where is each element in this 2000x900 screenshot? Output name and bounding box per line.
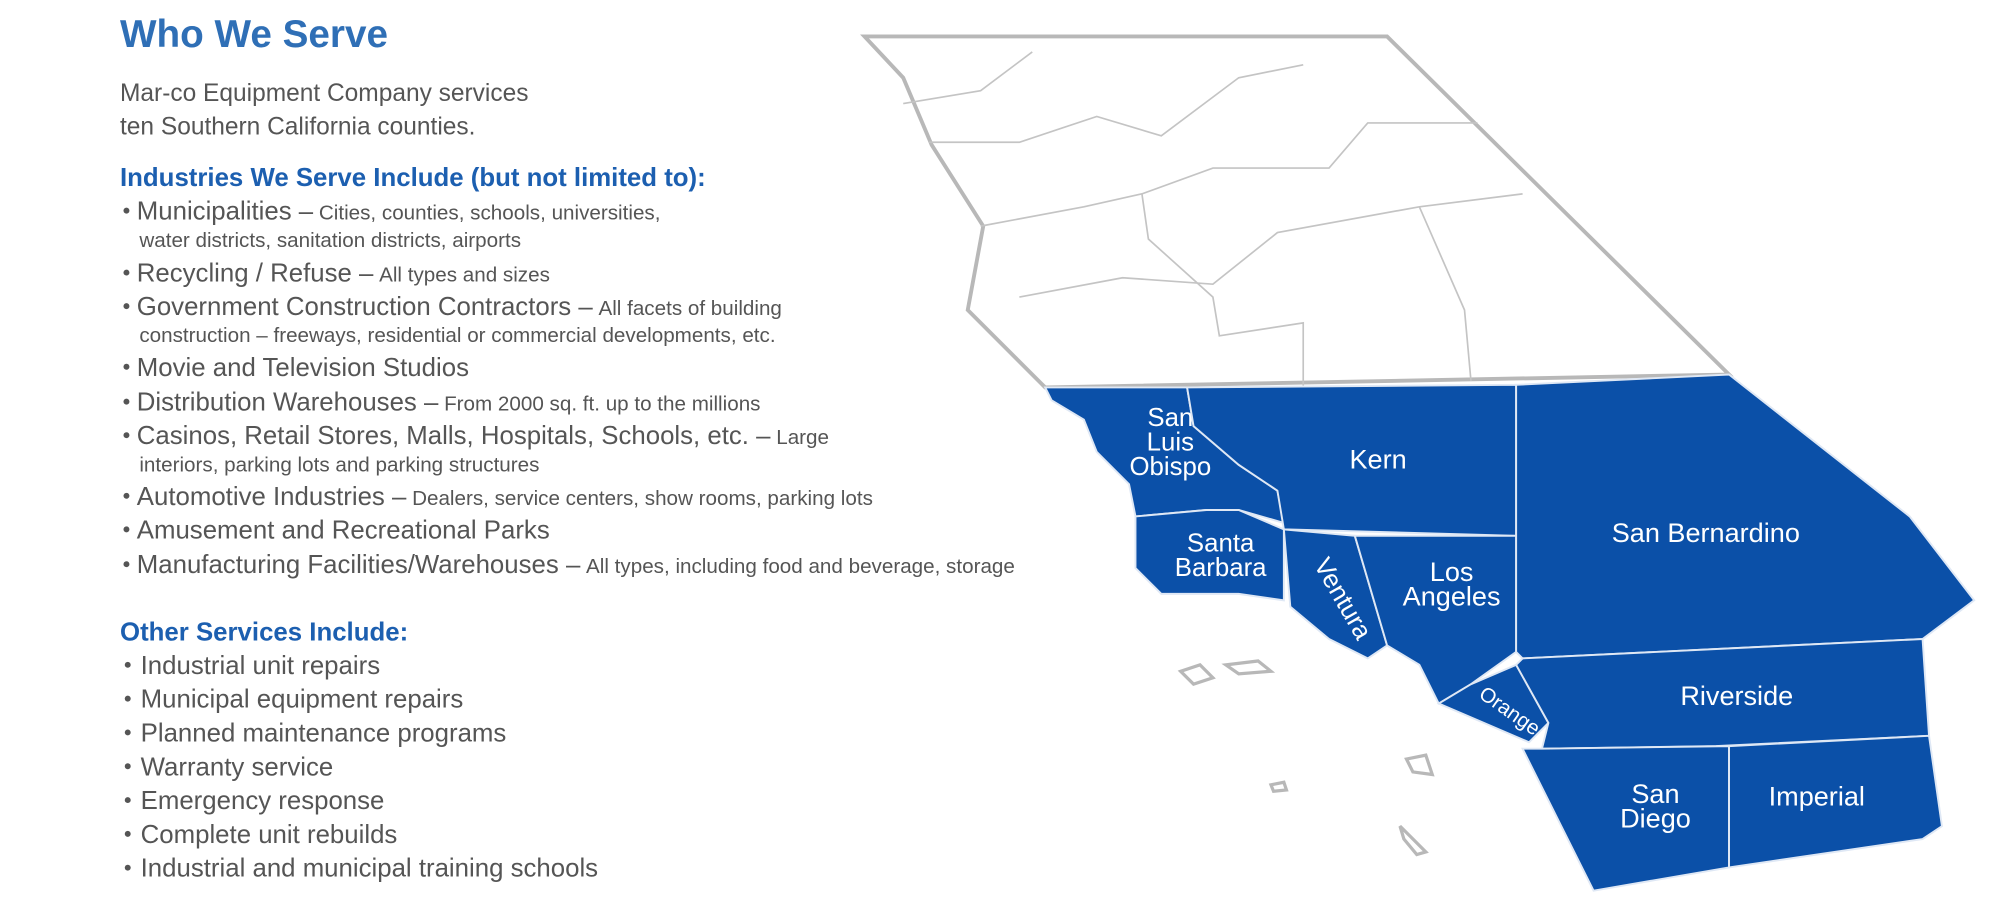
service-item: Warranty service: [141, 753, 334, 781]
bullet: [124, 864, 131, 871]
industry-item: Municipalities – Cities, counties, schoo…: [137, 198, 661, 226]
industry-item: Recycling / Refuse – All types and sizes: [137, 260, 550, 288]
industry-name: Manufacturing Facilities/Warehouses –: [137, 551, 581, 579]
industry-name: Recycling / Refuse –: [137, 260, 374, 288]
bullet: [124, 763, 131, 770]
county-line: [980, 122, 1478, 227]
industry-detail: All types and sizes: [379, 264, 550, 287]
county-label-line: Riverside: [1680, 680, 1793, 711]
industry-detail: Cities, counties, schools, universities,: [319, 202, 661, 225]
bullet: [124, 661, 131, 668]
county-line: [1418, 206, 1472, 382]
bullet: [124, 695, 131, 702]
industry-item: Manufacturing Facilities/Warehouses – Al…: [137, 551, 1015, 579]
bullet: [124, 830, 131, 837]
county-label-line: San Bernardino: [1612, 517, 1800, 548]
industry-name: Amusement and Recreational Parks: [137, 516, 550, 544]
island: [1398, 824, 1429, 857]
industry-item: Movie and Television Studios: [137, 354, 469, 382]
industry-detail: water districts, sanitation districts, a…: [138, 229, 521, 252]
county-label-line: Angeles: [1403, 580, 1501, 611]
industry-detail: Dealers, service centers, show rooms, pa…: [412, 487, 873, 510]
county-line: [903, 51, 1033, 105]
service-item: Planned maintenance programs: [141, 719, 507, 747]
page-title: Who We Serve: [120, 13, 388, 56]
island: [1221, 659, 1276, 676]
service-item: Industrial unit repairs: [141, 652, 380, 680]
bullet: [123, 207, 130, 214]
bullet: [123, 398, 130, 405]
county-label: Riverside: [1680, 680, 1793, 711]
bullet: [123, 303, 130, 310]
industry-detail: interiors, parking lots and parking stru…: [139, 453, 539, 476]
county-line: [929, 64, 1304, 144]
county-line: [1019, 193, 1523, 298]
service-item: Emergency response: [141, 787, 385, 815]
industry-detail: From 2000 sq. ft. up to the millions: [444, 393, 760, 416]
industry-name: Government Construction Contractors –: [137, 293, 594, 321]
industry-detail: construction – freeways, residential or …: [139, 324, 775, 347]
service-item: Complete unit rebuilds: [141, 821, 398, 849]
industry-name: Distribution Warehouses –: [137, 389, 439, 417]
california-north: [860, 34, 1734, 390]
county-label-line: Diego: [1620, 802, 1691, 833]
industry-name: Casinos, Retail Stores, Malls, Hospitals…: [137, 422, 771, 450]
county-label-line: Obispo: [1129, 453, 1211, 481]
bullet: [123, 432, 130, 439]
county-label-line: Kern: [1349, 444, 1406, 475]
island: [1177, 662, 1216, 687]
industry-detail: Large: [776, 426, 829, 449]
industry-name: Automotive Industries –: [137, 483, 407, 511]
bullet: [123, 526, 130, 533]
county-label-line: Barbara: [1175, 554, 1267, 582]
county-line: [1141, 193, 1305, 388]
industry-item: Distribution Warehouses – From 2000 sq. …: [137, 389, 761, 417]
county-label: Imperial: [1769, 780, 1865, 811]
county: [1134, 509, 1285, 602]
intro-line: ten Southern California counties.: [120, 114, 475, 141]
bullet: [123, 561, 130, 568]
industry-name: Municipalities –: [137, 198, 314, 226]
industry-item: Amusement and Recreational Parks: [137, 516, 550, 544]
intro-line: Mar-co Equipment Company services: [120, 80, 529, 107]
industry-detail: All types, including food and beverage, …: [586, 555, 1015, 578]
county-label: Kern: [1349, 444, 1406, 475]
bullet: [123, 269, 130, 276]
bullet: [124, 729, 131, 736]
industry-item: Automotive Industries – Dealers, service…: [137, 483, 873, 511]
county-label-line: Los: [1430, 556, 1474, 587]
bullet: [123, 492, 130, 499]
island: [1404, 753, 1435, 777]
county-label-line: Santa: [1187, 529, 1255, 557]
industry-detail: All facets of building: [598, 297, 781, 320]
county-label-line: Imperial: [1769, 780, 1865, 811]
county: [1728, 734, 1943, 869]
county-label-line: Luis: [1147, 429, 1194, 457]
county: [1515, 373, 1976, 660]
bullet: [123, 363, 130, 370]
county-label: San Bernardino: [1612, 517, 1800, 548]
service-item: Municipal equipment repairs: [141, 686, 464, 714]
section-heading: Other Services Include:: [120, 618, 408, 646]
county-label-line: San: [1631, 778, 1679, 809]
service-item: Industrial and municipal training school…: [141, 855, 598, 883]
industry-item: Casinos, Retail Stores, Malls, Hospitals…: [137, 422, 829, 450]
section-heading: Industries We Serve Include (but not lim…: [120, 164, 706, 192]
industry-item: Government Construction Contractors – Al…: [137, 293, 782, 321]
county-label-line: San: [1147, 404, 1193, 432]
island: [1268, 780, 1289, 794]
industry-name: Movie and Television Studios: [137, 354, 469, 382]
bullet: [124, 797, 131, 804]
